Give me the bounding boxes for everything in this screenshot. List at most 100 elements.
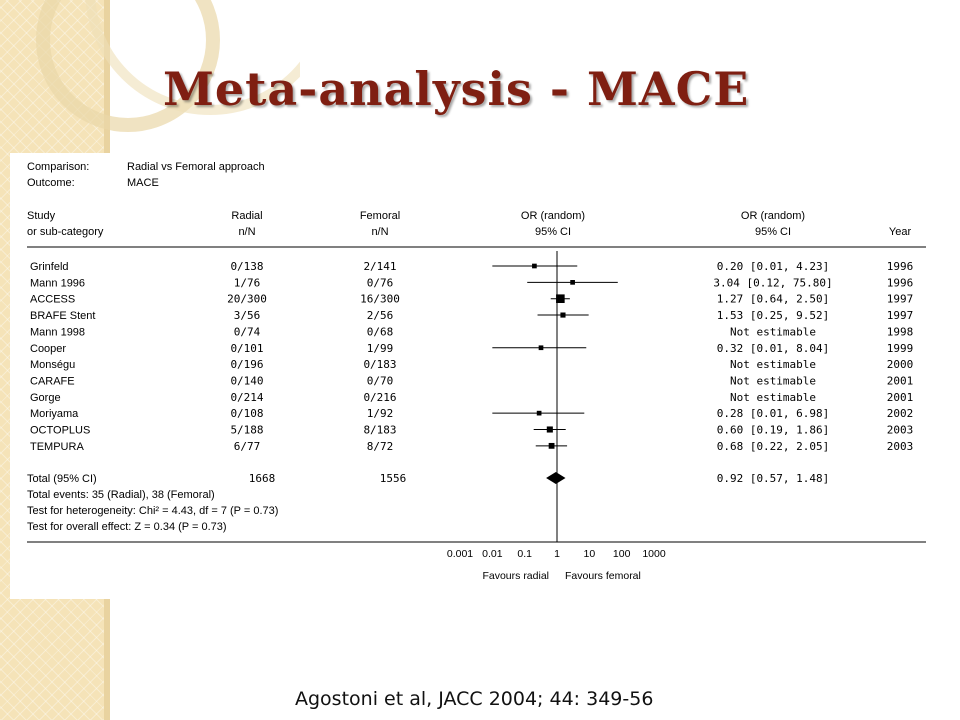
radial-events: 3/56 bbox=[234, 309, 261, 322]
study-year: 2000 bbox=[887, 358, 914, 371]
study-name: ACCESS bbox=[30, 294, 75, 306]
or-ci-text: 0.28 [0.01, 6.98] bbox=[717, 407, 830, 420]
femoral-events: 0/70 bbox=[367, 374, 394, 387]
total-radial: 1668 bbox=[249, 472, 276, 485]
radial-events: 0/196 bbox=[230, 358, 263, 371]
x-tick-label: 100 bbox=[613, 548, 631, 560]
col-femoral-2: n/N bbox=[371, 226, 388, 238]
femoral-events: 2/56 bbox=[367, 309, 394, 322]
radial-events: 0/138 bbox=[230, 260, 263, 273]
study-year: 1998 bbox=[887, 325, 914, 338]
x-tick-label: 0.1 bbox=[517, 548, 532, 560]
study-marker bbox=[538, 345, 544, 351]
col-radial-1: Radial bbox=[231, 210, 262, 222]
study-year: 1997 bbox=[887, 309, 914, 322]
study-name: CARAFE bbox=[30, 375, 75, 387]
study-marker bbox=[560, 312, 566, 318]
study-name: Cooper bbox=[30, 343, 66, 355]
pooled-diamond bbox=[546, 472, 566, 484]
radial-events: 0/140 bbox=[230, 374, 263, 387]
overall-effect-text: Test for overall effect: Z = 0.34 (P = 0… bbox=[27, 521, 227, 533]
comparison-value: Radial vs Femoral approach bbox=[127, 161, 265, 173]
x-tick-label: 0.01 bbox=[482, 548, 503, 560]
total-label: Total (95% CI) bbox=[27, 473, 97, 485]
femoral-events: 0/216 bbox=[363, 391, 396, 404]
slide-title: Meta-analysis - MACE bbox=[163, 62, 750, 116]
col-plot-1: OR (random) bbox=[521, 210, 585, 222]
radial-events: 1/76 bbox=[234, 276, 261, 289]
radial-events: 5/188 bbox=[230, 424, 263, 437]
study-year: 2003 bbox=[887, 424, 914, 437]
femoral-events: 0/183 bbox=[363, 358, 396, 371]
femoral-events: 1/92 bbox=[367, 407, 394, 420]
radial-events: 20/300 bbox=[227, 293, 267, 306]
col-study-1: Study bbox=[27, 210, 56, 222]
total-events-text: Total events: 35 (Radial), 38 (Femoral) bbox=[27, 489, 215, 501]
study-name: Gorge bbox=[30, 392, 61, 404]
or-ci-text: Not estimable bbox=[730, 374, 816, 387]
femoral-events: 0/76 bbox=[367, 276, 394, 289]
or-ci-text: 0.32 [0.01, 8.04] bbox=[717, 342, 830, 355]
col-radial-2: n/N bbox=[238, 226, 255, 238]
col-femoral-1: Femoral bbox=[360, 210, 400, 222]
outcome-label: Outcome: bbox=[27, 177, 75, 189]
study-marker bbox=[570, 280, 575, 285]
x-tick-label: 0.001 bbox=[447, 548, 473, 560]
comparison-label: Comparison: bbox=[27, 161, 89, 173]
citation: Agostoni et al, JACC 2004; 44: 349-56 bbox=[295, 688, 654, 710]
heterogeneity-text: Test for heterogeneity: Chi² = 4.43, df … bbox=[27, 505, 278, 517]
femoral-events: 8/183 bbox=[363, 424, 396, 437]
total-femoral: 1556 bbox=[380, 472, 407, 485]
study-year: 1996 bbox=[887, 276, 914, 289]
radial-events: 0/214 bbox=[230, 391, 263, 404]
col-orci-2: 95% CI bbox=[755, 226, 791, 238]
femoral-events: 0/68 bbox=[367, 325, 394, 338]
or-ci-text: 0.68 [0.22, 2.05] bbox=[717, 440, 830, 453]
x-tick-label: 1000 bbox=[642, 548, 666, 560]
col-plot-2: 95% CI bbox=[535, 226, 571, 238]
radial-events: 6/77 bbox=[234, 440, 261, 453]
x-tick-label: 1 bbox=[554, 548, 560, 560]
study-name: Mann 1996 bbox=[30, 277, 85, 289]
xlabel-favours-femoral: Favours femoral bbox=[565, 570, 641, 582]
col-study-2: or sub-category bbox=[27, 226, 104, 238]
study-name: Mann 1998 bbox=[30, 326, 85, 338]
study-year: 1999 bbox=[887, 342, 914, 355]
study-year: 2003 bbox=[887, 440, 914, 453]
forest-plot-figure: Comparison: Radial vs Femoral approach Out… bbox=[10, 153, 950, 599]
outcome-value: MACE bbox=[127, 177, 159, 189]
study-name: BRAFE Stent bbox=[30, 310, 95, 322]
or-ci-text: Not estimable bbox=[730, 358, 816, 371]
total-or-ci: 0.92 [0.57, 1.48] bbox=[717, 472, 830, 485]
or-ci-text: 1.27 [0.64, 2.50] bbox=[717, 293, 830, 306]
study-year: 2001 bbox=[887, 374, 914, 387]
study-name: Grinfeld bbox=[30, 261, 69, 273]
or-ci-text: 0.60 [0.19, 1.86] bbox=[717, 424, 830, 437]
femoral-events: 16/300 bbox=[360, 293, 400, 306]
study-marker bbox=[556, 294, 565, 303]
study-name: TEMPURA bbox=[30, 441, 84, 453]
x-tick-label: 10 bbox=[583, 548, 595, 560]
or-ci-text: 0.20 [0.01, 4.23] bbox=[717, 260, 830, 273]
study-year: 1996 bbox=[887, 260, 914, 273]
study-name: Monségu bbox=[30, 359, 75, 371]
col-orci-1: OR (random) bbox=[741, 210, 805, 222]
xlabel-favours-radial: Favours radial bbox=[482, 570, 549, 582]
study-name: Moriyama bbox=[30, 408, 79, 420]
forest-plot: Comparison: Radial vs Femoral approach Out… bbox=[27, 161, 926, 582]
femoral-events: 8/72 bbox=[367, 440, 394, 453]
study-year: 2001 bbox=[887, 391, 914, 404]
col-year: Year bbox=[889, 226, 912, 238]
radial-events: 0/74 bbox=[234, 325, 261, 338]
study-year: 2002 bbox=[887, 407, 914, 420]
radial-events: 0/101 bbox=[230, 342, 263, 355]
or-ci-text: 3.04 [0.12, 75.80] bbox=[713, 276, 832, 289]
study-marker bbox=[532, 263, 537, 269]
study-marker bbox=[546, 426, 553, 433]
decorative-arcs bbox=[36, 0, 300, 132]
study-year: 1997 bbox=[887, 293, 914, 306]
femoral-events: 1/99 bbox=[367, 342, 394, 355]
femoral-events: 2/141 bbox=[363, 260, 396, 273]
study-name: OCTOPLUS bbox=[30, 425, 90, 437]
radial-events: 0/108 bbox=[230, 407, 263, 420]
